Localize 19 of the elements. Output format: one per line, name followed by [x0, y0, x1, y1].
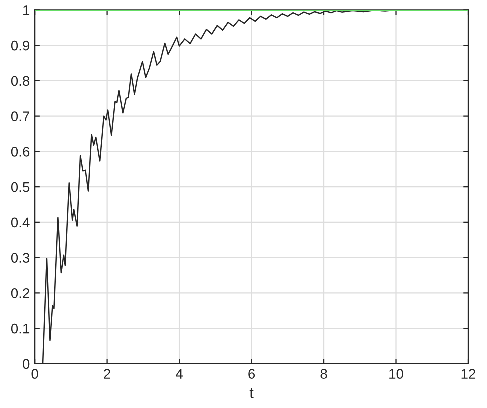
y-tick-label: 0.8	[11, 76, 30, 86]
y-tick-label: 0.6	[11, 147, 30, 157]
y-tick-label: 0.3	[11, 253, 30, 263]
x-axis-title: t	[250, 388, 254, 398]
x-tick-label: 4	[176, 369, 183, 379]
y-tick-label: 0.4	[11, 218, 30, 228]
x-tick-label: 12	[462, 369, 476, 379]
x-tick-label: 8	[320, 369, 328, 379]
y-tick-label: 0.9	[11, 40, 30, 51]
y-tick-label: 0.1	[11, 324, 30, 334]
x-tick-label: 6	[248, 369, 256, 379]
x-tick-label: 0	[32, 369, 38, 379]
y-tick-label: 0	[23, 359, 30, 370]
y-tick-label: 0.2	[11, 288, 30, 298]
x-tick-label: 2	[104, 369, 110, 379]
y-tick-label: 1	[24, 6, 30, 16]
y-tick-label: 0.7	[11, 112, 30, 122]
x-tick-label: 10	[390, 369, 404, 379]
y-tick-label: 0.5	[11, 182, 30, 192]
